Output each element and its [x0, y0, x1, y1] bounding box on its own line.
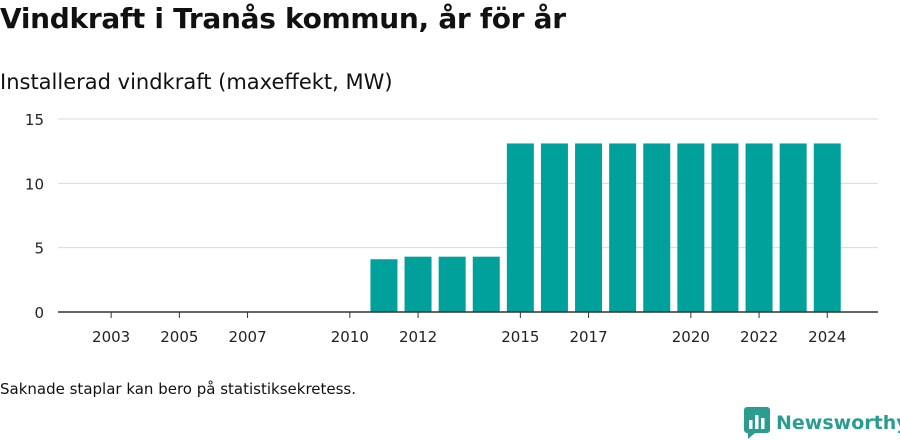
bar-2019 — [643, 143, 671, 312]
x-tick-label: 2024 — [808, 328, 846, 346]
bar-2022 — [745, 143, 773, 312]
y-tick-label: 10 — [25, 175, 44, 193]
x-tick-label: 2015 — [501, 328, 539, 346]
bar-2014 — [472, 256, 500, 312]
bar-2024 — [813, 143, 841, 312]
bar-2021 — [711, 143, 739, 312]
footnote: Saknade staplar kan bero på statistiksek… — [0, 380, 357, 398]
bar-2016 — [540, 143, 568, 312]
y-tick-label: 0 — [34, 304, 44, 322]
bar-2020 — [677, 143, 705, 312]
x-tick-label: 2017 — [569, 328, 607, 346]
x-tick-label: 2012 — [399, 328, 437, 346]
bar-2023 — [779, 143, 807, 312]
x-tick-label: 2010 — [331, 328, 369, 346]
bar-2018 — [609, 143, 637, 312]
bar-2012 — [404, 256, 432, 312]
chart-title: Vindkraft i Tranås kommun, år för år — [0, 2, 566, 35]
y-tick-label: 15 — [25, 111, 44, 129]
bar-2011 — [370, 259, 398, 312]
x-tick-label: 2003 — [92, 328, 130, 346]
bar-chart: 0 5 10 15 2003 2005 2007 2010 2012 2015 2017 2020 20… — [25, 111, 878, 346]
bar-2017 — [575, 143, 603, 312]
chart-subtitle: Installerad vindkraft (maxeffekt, MW) — [0, 70, 393, 94]
bar-2013 — [438, 256, 466, 312]
y-tick-label: 5 — [34, 240, 44, 258]
newsworthy-logo-text: Newsworthy — [776, 412, 900, 434]
axes: 0 5 10 15 2003 2005 2007 2010 2012 2015 2017 2020 20… — [25, 111, 878, 346]
bars — [370, 143, 841, 312]
x-tick-label: 2020 — [672, 328, 710, 346]
x-tick-label: 2022 — [740, 328, 778, 346]
newsworthy-logo: Newsworthy — [744, 406, 900, 440]
x-tick-label: 2005 — [160, 328, 198, 346]
x-tick-label: 2007 — [228, 328, 266, 346]
gridlines — [58, 118, 878, 249]
bar-2015 — [506, 143, 534, 312]
newsworthy-logo-icon — [744, 407, 770, 439]
